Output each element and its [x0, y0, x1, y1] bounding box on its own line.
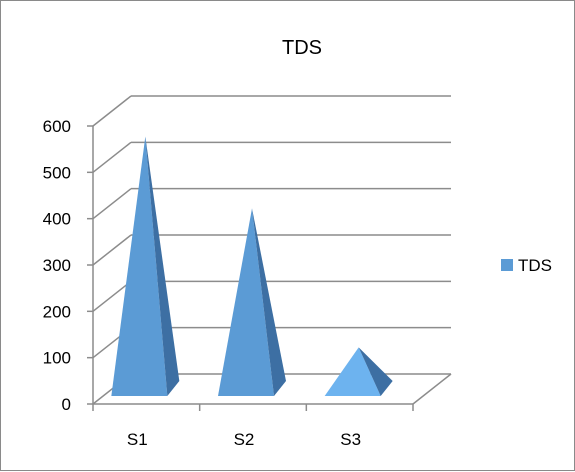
y-tick-label-300: 300 — [43, 256, 71, 275]
legend-label-tds: TDS — [518, 256, 552, 275]
gridlines — [92, 95, 451, 375]
y-tick-label-200: 200 — [43, 302, 71, 321]
pyramid-side-face — [252, 208, 286, 396]
y-tick-label-400: 400 — [43, 210, 71, 229]
gridline-diagonal-300 — [92, 234, 132, 266]
floor-right-edge — [412, 373, 452, 405]
gridline-diagonal-500 — [92, 141, 132, 173]
y-tick-label-100: 100 — [43, 349, 71, 368]
y-axis-tick-labels: 0 100 200 300 400 500 600 — [43, 117, 71, 414]
pyramid-front-face — [324, 347, 381, 396]
pyramid-bar-s3 — [324, 347, 393, 396]
gridline-diagonal-200 — [92, 280, 132, 312]
pyramid-bar-s1 — [111, 136, 180, 397]
chart-title: TDS — [282, 37, 322, 59]
pyramid-side-face — [358, 347, 393, 396]
y-tick-label-500: 500 — [43, 163, 71, 182]
gridline-diagonal-400 — [92, 188, 132, 220]
pyramid-side-face — [145, 136, 180, 397]
x-category-label-s3: S3 — [340, 430, 361, 449]
legend-swatch-tds — [501, 259, 513, 271]
y-tick-label-0: 0 — [62, 395, 71, 414]
x-category-label-s2: S2 — [234, 430, 255, 449]
pyramid-bars — [111, 136, 393, 397]
pyramid-bar-s2 — [218, 208, 286, 396]
y-tick-label-600: 600 — [43, 117, 71, 136]
x-category-label-s1: S1 — [127, 430, 148, 449]
pyramid-front-face — [218, 208, 274, 396]
pyramid-front-face — [111, 136, 168, 397]
legend: TDS — [501, 256, 552, 275]
x-axis-category-labels: S1 S2 S3 — [127, 430, 361, 449]
gridline-diagonal-600 — [92, 95, 132, 127]
